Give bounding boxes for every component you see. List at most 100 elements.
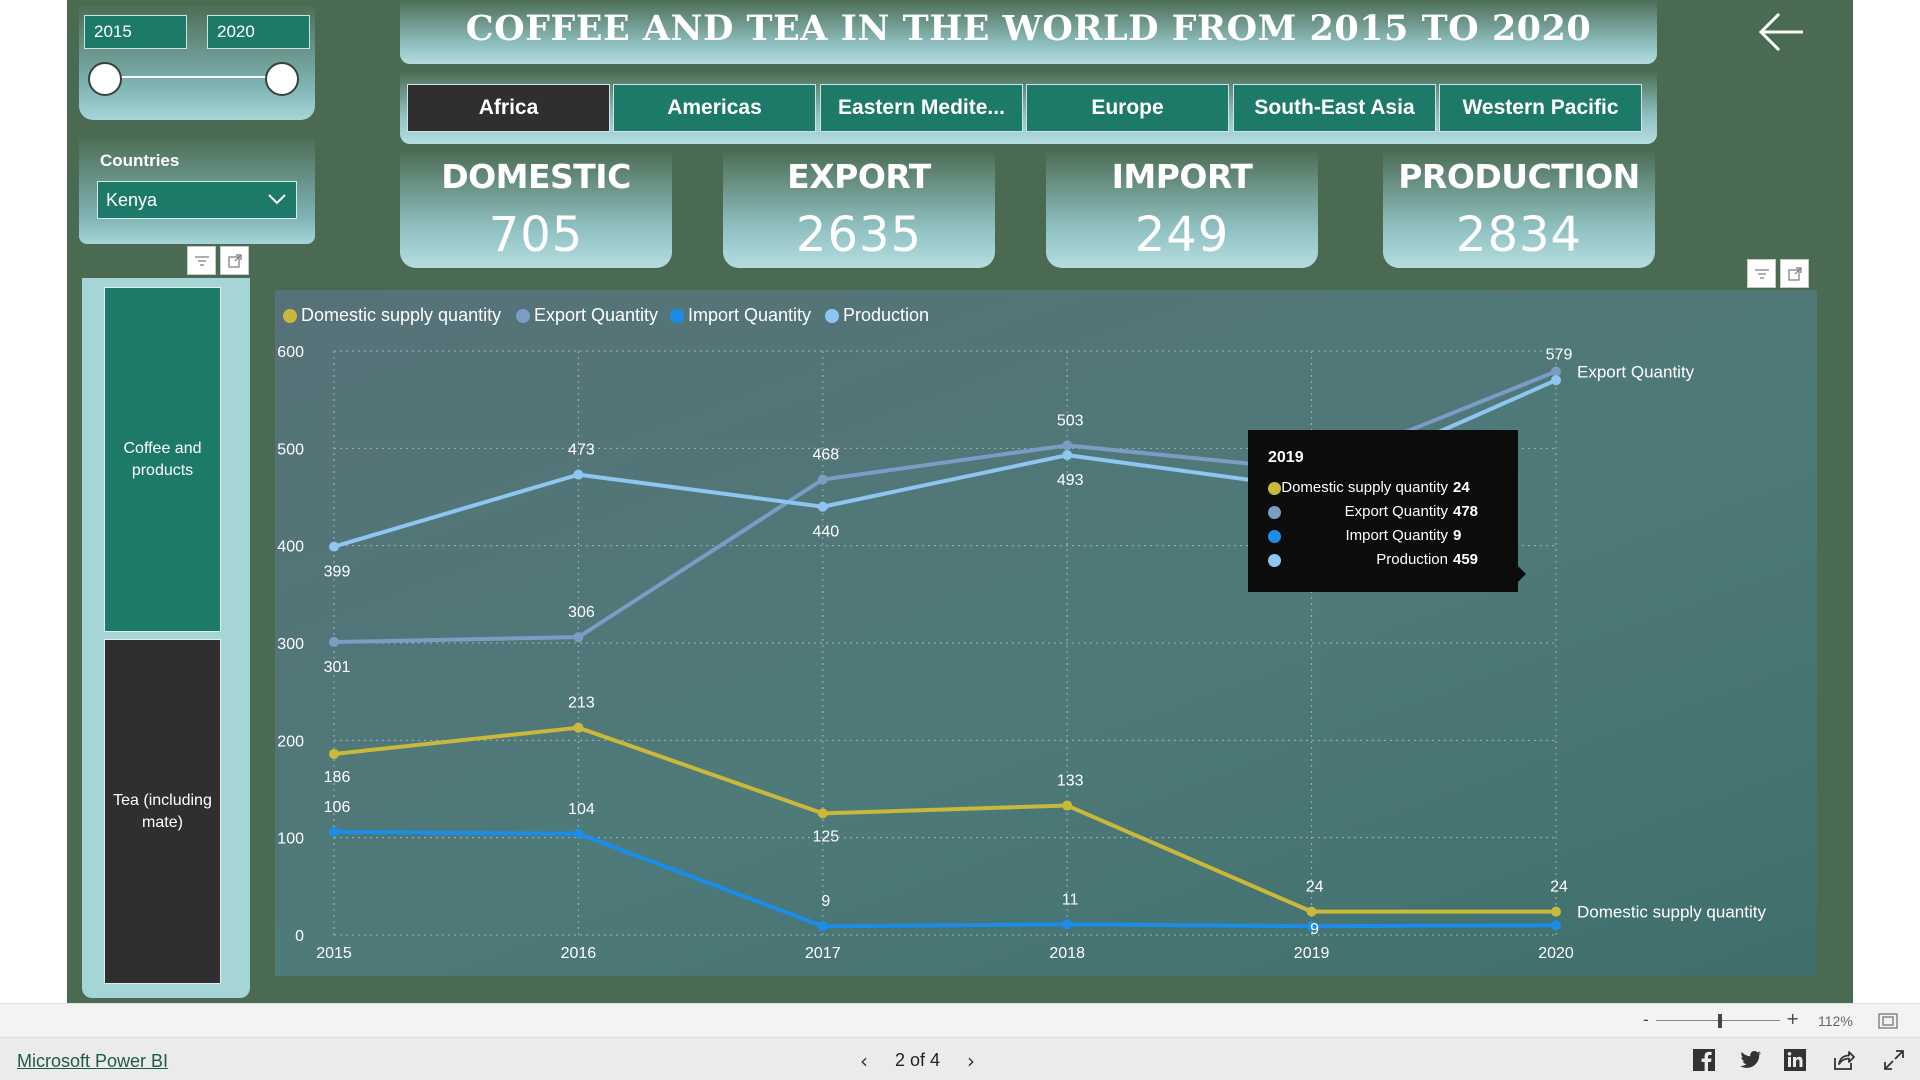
tab-americas[interactable]: Americas — [613, 84, 816, 132]
data-label: 125 — [812, 828, 839, 845]
x-tick-label: 2015 — [316, 945, 352, 962]
year-slider-track[interactable] — [106, 76, 282, 78]
tooltip-row-production: Production 459 — [1268, 551, 1508, 571]
legend-production-label: Production — [843, 305, 930, 325]
tooltip-value: 24 — [1453, 479, 1470, 496]
filter-icon[interactable] — [187, 246, 216, 275]
data-label: 24 — [1306, 879, 1324, 896]
data-point — [1306, 921, 1317, 932]
linkedin-icon[interactable] — [1783, 1048, 1807, 1072]
data-label: 503 — [1057, 412, 1084, 429]
data-point — [329, 748, 339, 759]
legend-import-dot — [670, 308, 684, 323]
data-label: 24 — [1550, 879, 1568, 896]
tab-south-east-asia[interactable]: South-East Asia — [1233, 84, 1436, 132]
legend-domestic-label: Domestic supply quantity — [301, 305, 502, 325]
tab-africa[interactable]: Africa — [407, 84, 610, 132]
tooltip-value: 9 — [1453, 527, 1462, 544]
previous-page-button[interactable]: ‹ — [860, 1049, 868, 1073]
country-selected-value: Kenya — [106, 190, 158, 210]
legend-export-dot — [516, 308, 530, 323]
title-banner: COFFEE AND TEA IN THE WORLD FROM 2015 TO… — [400, 0, 1657, 64]
tab-western-pacific[interactable]: Western Pacific — [1439, 84, 1642, 132]
kpi-domestic-value: 705 — [488, 207, 584, 263]
legend-production[interactable]: Production — [825, 305, 929, 326]
category-coffee-tile[interactable]: Coffee and products — [104, 287, 221, 632]
data-point — [817, 808, 828, 819]
zoom-in-button[interactable]: + — [1786, 1009, 1800, 1028]
focus-mode-icon[interactable] — [220, 246, 249, 275]
focus-mode-icon[interactable] — [1780, 259, 1809, 288]
chevron-down-icon — [268, 194, 286, 205]
kpi-import-label: IMPORT — [1111, 157, 1253, 196]
chart-tooltip: 2019 Domestic supply quantity 24 Export … — [1248, 430, 1518, 592]
data-point — [1062, 440, 1073, 451]
share-icon[interactable] — [1832, 1048, 1856, 1072]
kpi-production-label: PRODUCTION — [1398, 157, 1640, 196]
category-coffee-label: Coffee and products — [123, 439, 202, 479]
data-point — [1551, 906, 1561, 917]
fit-to-page-icon[interactable] — [1878, 1013, 1898, 1029]
series-line-2 — [333, 829, 1557, 929]
next-page-button[interactable]: › — [967, 1049, 975, 1073]
kpi-export-card: EXPORT 2635 — [723, 152, 995, 268]
data-label: 106 — [324, 799, 351, 816]
data-label: 473 — [568, 442, 595, 459]
tooltip-value: 478 — [1453, 503, 1479, 520]
data-point — [573, 469, 584, 480]
tab-europe[interactable]: Europe — [1026, 84, 1229, 132]
back-arrow-icon[interactable] — [1757, 10, 1807, 54]
legend-export[interactable]: Export Quantity — [516, 305, 658, 326]
legend-production-dot — [825, 308, 839, 323]
year-slider-end-handle[interactable] — [265, 62, 299, 96]
twitter-icon[interactable] — [1738, 1048, 1762, 1072]
zoom-bar: - + 112% — [0, 1003, 1920, 1037]
tooltip-dot — [1268, 506, 1281, 519]
x-tick-label: 2017 — [805, 945, 841, 962]
line-chart-panel[interactable]: Domestic supply quantity Export Quantity… — [275, 290, 1817, 976]
data-point — [817, 921, 828, 932]
tab-eastern-mediterranean[interactable]: Eastern Medite... — [820, 84, 1023, 132]
data-point — [573, 828, 584, 839]
facebook-icon[interactable] — [1692, 1048, 1716, 1072]
tooltip-label: Import Quantity — [1345, 527, 1448, 544]
power-bi-link[interactable]: Microsoft Power BI — [17, 1051, 169, 1071]
x-tick-label: 2020 — [1538, 945, 1574, 962]
category-tea-label: Tea (including mate) — [113, 791, 212, 831]
filter-icon[interactable] — [1747, 259, 1776, 288]
legend-import-label: Import Quantity — [688, 305, 812, 325]
data-label: 104 — [568, 801, 595, 818]
x-tick-label: 2016 — [561, 945, 597, 962]
year-start-input[interactable]: 2015 — [84, 15, 187, 49]
category-tea-tile[interactable]: Tea (including mate) — [104, 639, 221, 984]
country-dropdown[interactable]: Kenya — [97, 181, 297, 219]
x-tick-label: 2019 — [1294, 945, 1330, 962]
data-point — [1551, 366, 1561, 377]
y-tick-label: 0 — [295, 928, 304, 945]
zoom-slider-thumb[interactable] — [1718, 1014, 1722, 1028]
fullscreen-icon[interactable] — [1882, 1048, 1906, 1072]
tooltip-label: Production — [1376, 551, 1448, 568]
data-point — [817, 501, 828, 512]
data-point — [573, 632, 584, 643]
year-slider-start-handle[interactable] — [88, 62, 122, 96]
legend-import[interactable]: Import Quantity — [670, 305, 811, 326]
year-end-input[interactable]: 2020 — [207, 15, 310, 49]
tooltip-dot — [1268, 530, 1281, 543]
tooltip-row-export: Export Quantity 478 — [1268, 503, 1508, 523]
zoom-out-button[interactable]: - — [1643, 1010, 1649, 1029]
tooltip-row-domestic: Domestic supply quantity 24 — [1268, 479, 1508, 499]
page-indicator: 2 of 4 — [895, 1050, 941, 1070]
y-tick-label: 300 — [277, 636, 304, 653]
legend-export-label: Export Quantity — [534, 305, 659, 325]
page-title: COFFEE AND TEA IN THE WORLD FROM 2015 TO… — [465, 8, 1592, 49]
data-label: 9 — [821, 893, 830, 910]
tooltip-dot — [1268, 482, 1281, 495]
data-point — [1062, 450, 1073, 461]
data-point — [1551, 375, 1561, 386]
legend-domestic[interactable]: Domestic supply quantity — [283, 305, 501, 326]
data-label: 186 — [324, 769, 351, 786]
data-label: 301 — [324, 659, 351, 676]
year-range-slicer: 2015 2020 — [79, 6, 315, 120]
